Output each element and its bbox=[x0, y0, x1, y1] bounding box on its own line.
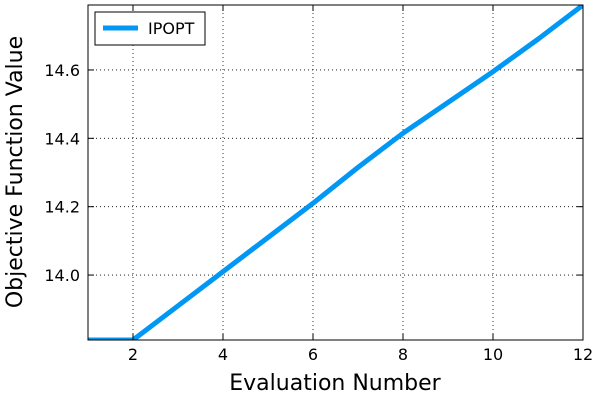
grid-layer bbox=[88, 5, 584, 340]
series-layer bbox=[88, 5, 583, 340]
legend: IPOPT bbox=[94, 11, 206, 46]
legend-label: IPOPT bbox=[148, 19, 195, 38]
x-tick-label: 8 bbox=[398, 345, 408, 364]
x-tick-label: 4 bbox=[218, 345, 228, 364]
x-tick-label: 10 bbox=[483, 345, 503, 364]
axes-layer bbox=[87, 4, 584, 341]
x-tick-label: 2 bbox=[128, 345, 138, 364]
x-tick-label: 12 bbox=[573, 345, 593, 364]
series-line-0 bbox=[88, 5, 583, 340]
y-tick-label: 14.4 bbox=[44, 129, 80, 148]
y-tick-label: 14.6 bbox=[44, 61, 80, 80]
y-axis-label: Objective Function Value bbox=[3, 36, 28, 308]
plot-frame bbox=[87, 4, 584, 341]
y-tick-label: 14.2 bbox=[44, 198, 80, 217]
x-tick-label: 6 bbox=[308, 345, 318, 364]
ticks-layer: 2 4 6 8 10 12 14.0 14.2 14.4 14.6 bbox=[44, 5, 593, 364]
y-tick-label: 14.0 bbox=[44, 266, 80, 285]
x-axis-label: Evaluation Number bbox=[229, 371, 441, 396]
plot-area bbox=[88, 5, 583, 340]
